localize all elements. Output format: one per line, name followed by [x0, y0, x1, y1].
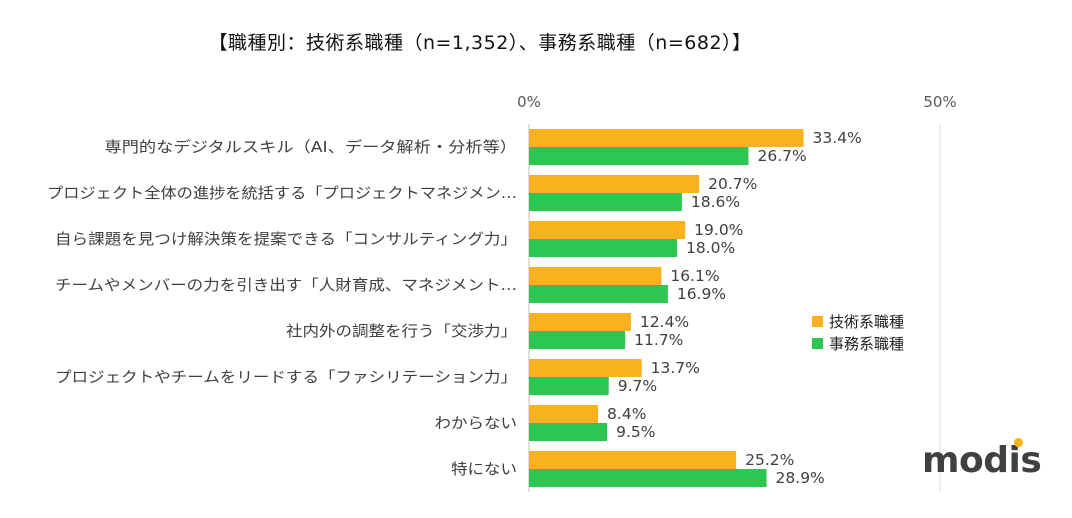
data-label: 18.0% [686, 239, 735, 257]
logo-dot-icon [1014, 438, 1023, 447]
x-tick-label: 50% [923, 93, 956, 111]
legend-item-series-2: 事務系職種 [812, 332, 904, 354]
bar-series-2 [529, 239, 677, 257]
bar-series-1 [529, 451, 737, 469]
category-label: 専門的なデジタルスキル（AI、データ解析・分析等） [105, 138, 518, 156]
bar-series-1 [529, 129, 804, 147]
logo-text: modis [922, 440, 1042, 481]
data-label: 25.2% [745, 451, 794, 469]
category-labels: 専門的なデジタルスキル（AI、データ解析・分析等） プロジェクト全体の進捗を統括す… [47, 138, 517, 478]
data-label: 20.7% [708, 175, 757, 193]
data-label: 9.5% [616, 423, 655, 441]
data-label: 33.4% [813, 129, 862, 147]
x-tick-label: 0% [517, 93, 541, 111]
category-label: わからない [435, 414, 518, 432]
data-labels: 33.4% 26.7%20.7%18.6% 19.0%18.0% 16.1%16.9%… [607, 129, 862, 487]
data-label: 16.1% [670, 267, 719, 285]
data-label: 19.0% [694, 221, 743, 239]
chart-title: 【職種別：技術系職種（n=1,352）、事務系職種（n=682）】 [208, 32, 752, 54]
category-label: 社内外の調整を行う「交渉力」 [286, 322, 517, 340]
data-label: 12.4% [640, 313, 689, 331]
legend: 技術系職種 事務系職種 [812, 310, 904, 354]
category-label: プロジェクトやチームをリードする「ファシリテーション力」 [55, 368, 517, 386]
bar-series-1 [529, 267, 662, 285]
data-label: 26.7% [757, 147, 806, 165]
legend-label-series-2: 事務系職種 [829, 334, 905, 353]
category-label: プロジェクト全体の進捗を統括する「プロジェクトマネジメン… [47, 184, 517, 202]
legend-swatch-series-1 [812, 315, 823, 327]
legend-item-series-1: 技術系職種 [812, 310, 904, 332]
data-label: 13.7% [651, 359, 700, 377]
modis-logo: modis [922, 436, 1042, 486]
category-label: チームやメンバーの力を引き出す「人財育成、マネジメント… [55, 276, 517, 294]
bar-series-1 [529, 175, 700, 193]
bar-series-2 [529, 285, 668, 303]
data-label: 11.7% [634, 331, 683, 349]
bar-series-1 [529, 359, 642, 377]
data-label: 8.4% [607, 405, 646, 423]
bar-series-1 [529, 405, 599, 423]
bar-series-2 [529, 147, 749, 165]
legend-label-series-1: 技術系職種 [829, 312, 905, 331]
bar-series-2 [529, 377, 609, 395]
x-axis-ticks: 0% 50% [517, 93, 957, 111]
bar-series-2 [529, 193, 682, 211]
legend-swatch-series-2 [812, 337, 823, 349]
data-label: 9.7% [618, 377, 657, 395]
data-label: 18.6% [691, 193, 740, 211]
data-label: 16.9% [677, 285, 726, 303]
category-label: 特にない [451, 460, 517, 478]
bar-series-2 [529, 423, 608, 441]
bar-series-2 [529, 469, 767, 487]
bar-series-2 [529, 331, 626, 349]
category-label: 自ら課題を見つけ解決策を提案できる「コンサルティング力」 [55, 230, 517, 248]
bars [529, 129, 804, 487]
bar-series-1 [529, 221, 686, 239]
data-label: 28.9% [776, 469, 825, 487]
bar-series-1 [529, 313, 631, 331]
